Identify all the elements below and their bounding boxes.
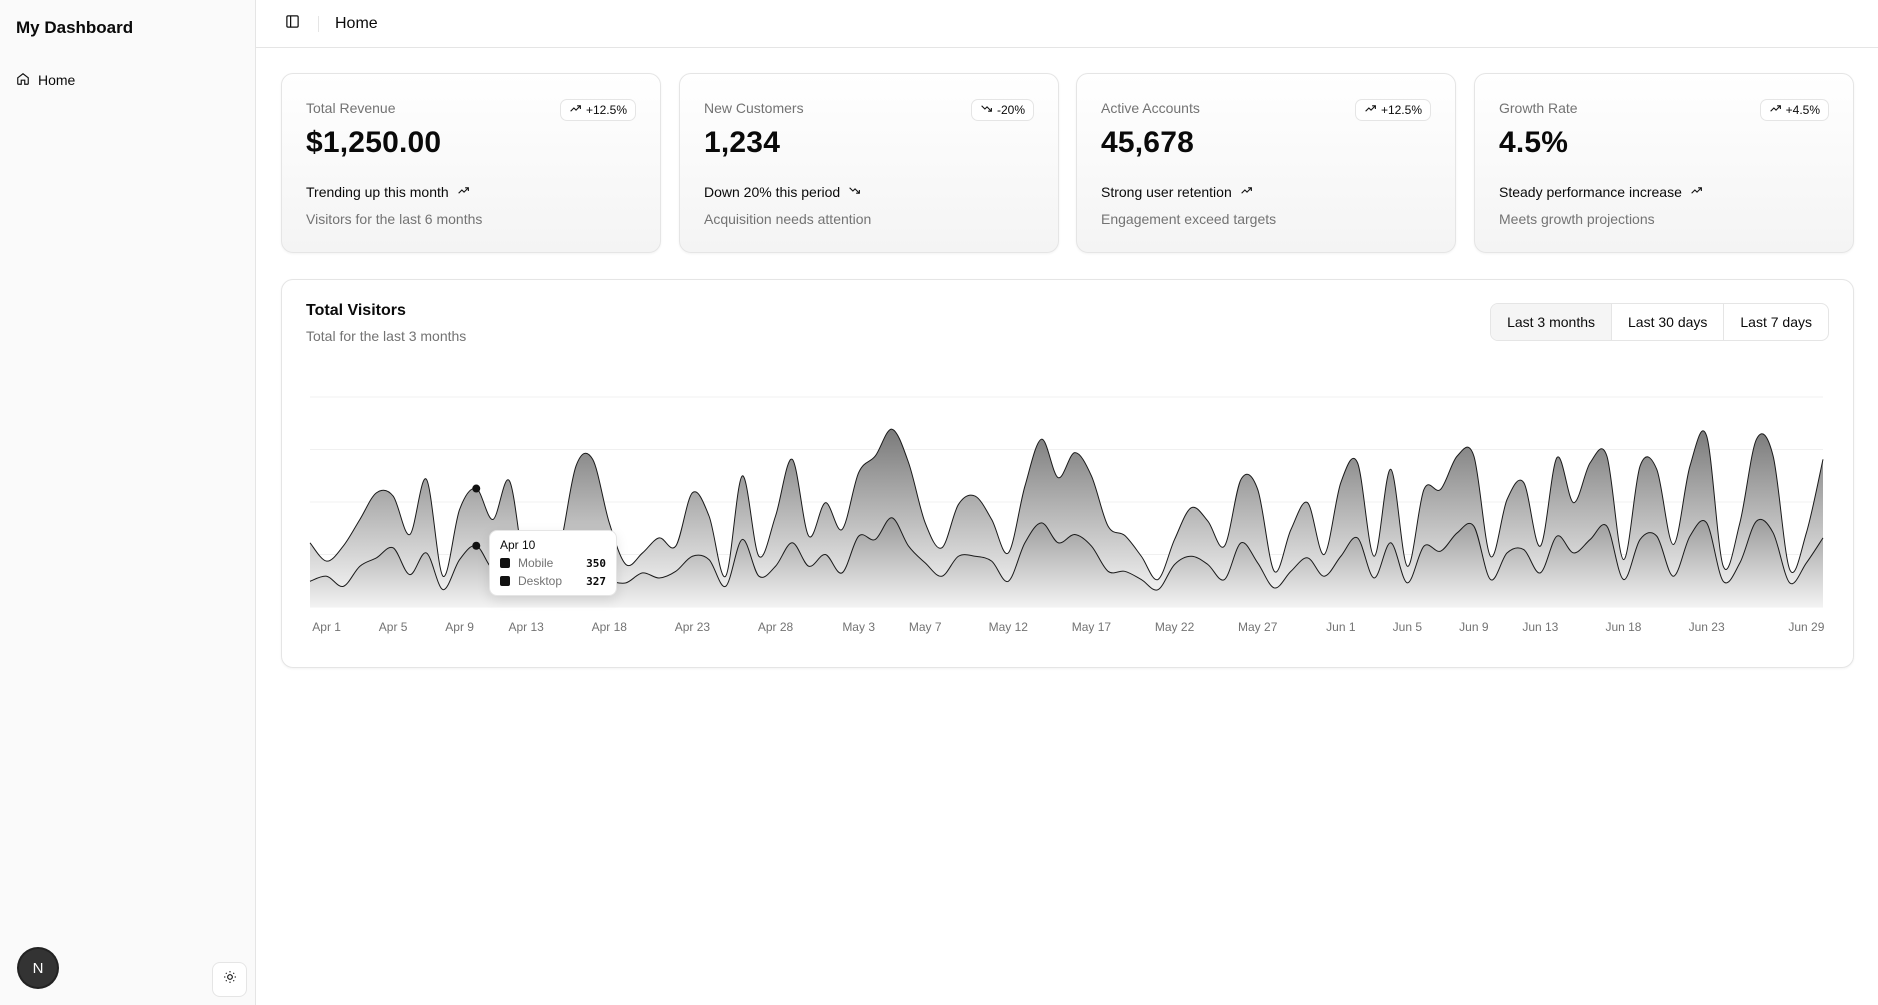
x-tick-label: Jun 29 [1788, 620, 1824, 634]
range-toggle-group: Last 3 months Last 30 days Last 7 days [1490, 303, 1829, 341]
stat-footer: Down 20% this period [704, 184, 861, 200]
x-tick-label: Apr 23 [675, 620, 711, 634]
x-tick-label: May 27 [1238, 620, 1278, 634]
stat-label: New Customers [704, 100, 804, 116]
change-badge: -20% [970, 99, 1034, 121]
stat-description: Acquisition needs attention [704, 211, 872, 227]
trending-up-icon [1769, 102, 1782, 118]
x-tick-label: Apr 1 [312, 620, 341, 634]
x-tick-label: Jun 13 [1522, 620, 1558, 634]
stat-label: Active Accounts [1101, 100, 1200, 116]
chart-title: Total Visitors [306, 302, 406, 319]
stat-value: 45,678 [1101, 126, 1194, 159]
stat-footer: Steady performance increase [1499, 184, 1703, 200]
stat-value: 4.5% [1499, 126, 1569, 159]
trending-up-icon [1690, 184, 1703, 200]
stat-card: New Customers -20% 1,234 Down 20% this p… [679, 73, 1059, 253]
trending-up-icon [569, 102, 582, 118]
sidebar: My Dashboard Home N [0, 0, 256, 1005]
avatar[interactable]: N [19, 949, 57, 987]
area-desktop [310, 429, 1823, 594]
chart-subtitle: Total for the last 3 months [306, 328, 467, 344]
change-badge: +12.5% [559, 99, 636, 121]
area-mobile [310, 517, 1823, 607]
stat-description: Meets growth projections [1499, 211, 1655, 227]
x-tick-label: May 12 [989, 620, 1029, 634]
range-last-7-days[interactable]: Last 7 days [1723, 304, 1828, 340]
range-last-3-months[interactable]: Last 3 months [1491, 304, 1611, 340]
x-tick-label: May 17 [1072, 620, 1112, 634]
x-tick-label: Apr 18 [592, 620, 628, 634]
x-tick-label: Jun 5 [1393, 620, 1423, 634]
trending-down-icon [980, 102, 993, 118]
x-tick-label: Apr 5 [379, 620, 408, 634]
stat-card: Growth Rate +4.5% 4.5% Steady performanc… [1474, 73, 1854, 253]
sidebar-toggle-icon [285, 14, 300, 34]
change-badge: +12.5% [1354, 99, 1431, 121]
sidebar-item-label: Home [38, 72, 76, 88]
chart-tooltip: Apr 10 Mobile 350 Desktop 327 [489, 530, 617, 596]
trending-up-icon [1240, 184, 1253, 200]
x-tick-label: May 7 [909, 620, 942, 634]
x-tick-label: Jun 18 [1605, 620, 1641, 634]
x-tick-label: Apr 9 [445, 620, 474, 634]
app-title: My Dashboard [16, 18, 134, 37]
stat-description: Visitors for the last 6 months [306, 211, 483, 227]
stat-label: Growth Rate [1499, 100, 1578, 116]
stat-card: Active Accounts +12.5% 45,678 Strong use… [1076, 73, 1456, 253]
range-last-30-days[interactable]: Last 30 days [1611, 304, 1723, 340]
x-tick-label: May 22 [1155, 620, 1195, 634]
stat-card: Total Revenue +12.5% $1,250.00 Trending … [281, 73, 661, 253]
active-dot-desktop [472, 484, 481, 493]
stat-description: Engagement exceed targets [1101, 211, 1277, 227]
sidebar-toggle-button[interactable] [282, 14, 302, 34]
tooltip-row-mobile: Mobile 350 [500, 556, 606, 570]
x-tick-label: Apr 13 [508, 620, 544, 634]
trending-up-icon [457, 184, 470, 200]
x-tick-label: Jun 9 [1459, 620, 1489, 634]
legend-swatch [500, 558, 510, 568]
legend-swatch [500, 576, 510, 586]
x-tick-label: May 3 [842, 620, 875, 634]
stat-value: 1,234 [704, 126, 781, 159]
visitors-area-chart[interactable]: Apr 1 Apr 5 Apr 9 Apr 13 Apr 18 Apr 23 Apr 28 M… [0, 0, 1878, 700]
tooltip-date: Apr 10 [500, 538, 536, 552]
x-tick-label: Jun 1 [1326, 620, 1356, 634]
home-icon [16, 72, 30, 89]
page-title: Home [335, 14, 378, 32]
header: Home [256, 0, 1878, 48]
stat-footer: Strong user retention [1101, 184, 1253, 200]
stat-footer: Trending up this month [306, 184, 470, 200]
tooltip-row-desktop: Desktop 327 [500, 574, 606, 588]
line-desktop [309, 428, 1824, 589]
change-badge: +4.5% [1759, 99, 1829, 121]
theme-toggle-button[interactable] [212, 962, 247, 997]
active-dot-mobile [472, 541, 481, 550]
stat-value: $1,250.00 [306, 126, 442, 159]
x-tick-label: Apr 28 [758, 620, 794, 634]
trending-down-icon [848, 184, 861, 200]
stat-label: Total Revenue [306, 100, 396, 116]
divider [318, 15, 319, 32]
sun-icon [223, 970, 237, 989]
sidebar-item-home[interactable]: Home [10, 68, 246, 92]
trending-up-icon [1364, 102, 1377, 118]
x-tick-label: Jun 23 [1689, 620, 1725, 634]
